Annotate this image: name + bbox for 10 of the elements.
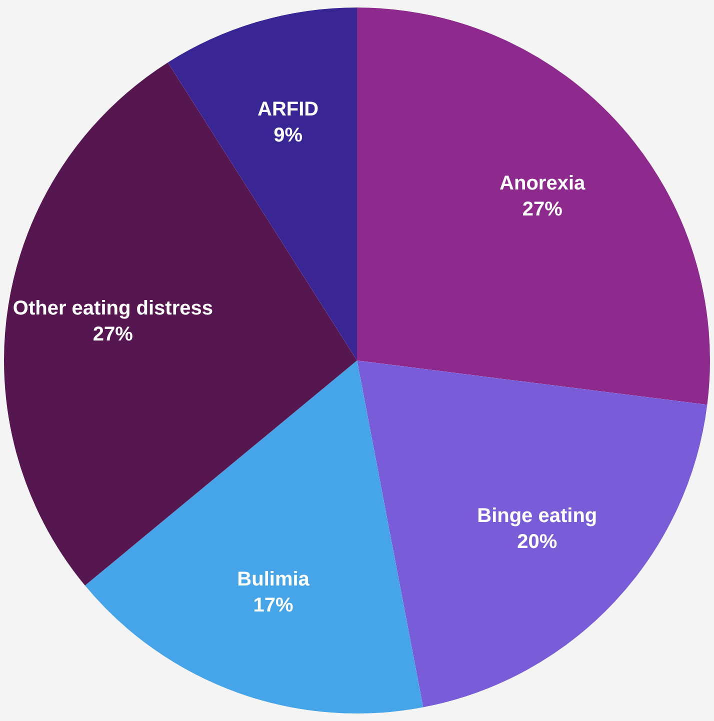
data-label: 27% bbox=[522, 198, 563, 221]
slice-label: Anorexia bbox=[500, 172, 586, 195]
slice-label: ARFID bbox=[258, 98, 319, 121]
slice-label: Other eating distress bbox=[12, 297, 213, 320]
data-label: 27% bbox=[92, 323, 134, 346]
data-label: 20% bbox=[517, 531, 558, 554]
slice-label: Binge eating bbox=[477, 505, 598, 528]
slice-label: Bulimia bbox=[237, 568, 310, 591]
data-label: 17% bbox=[253, 594, 294, 617]
data-label: 9% bbox=[274, 124, 303, 147]
